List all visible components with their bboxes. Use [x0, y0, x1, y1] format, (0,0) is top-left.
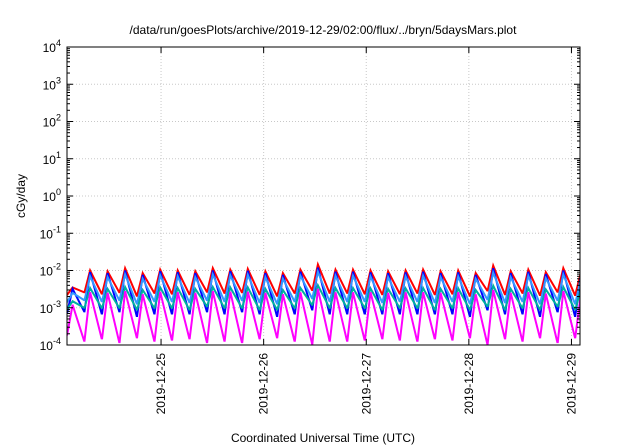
y-tick-exponent: 4 [56, 38, 61, 48]
y-tick-label: 10-3 [40, 299, 61, 316]
y-tick-base: 10 [40, 302, 54, 316]
series-line-3 [67, 268, 580, 305]
y-tick-exponent: 2 [56, 113, 61, 123]
y-tick-exponent: 0 [56, 187, 61, 197]
y-tick-exponent: 3 [56, 75, 61, 85]
series-layer [67, 261, 580, 345]
x-tick-label: 2019-12-25 [154, 353, 168, 415]
x-tick-label: 2019-12-29 [564, 353, 578, 415]
x-tick-label: 2019-12-26 [257, 353, 271, 415]
y-tick-exponent: -1 [53, 224, 61, 234]
series-line-4 [67, 282, 580, 311]
y-tick-label: 100 [43, 187, 61, 204]
y-tick-label: 102 [43, 113, 61, 130]
y-tick-exponent: -2 [53, 262, 61, 272]
series-line-2 [67, 267, 580, 317]
y-tick-base: 10 [40, 227, 54, 241]
y-tick-exponent: -3 [53, 299, 61, 309]
series-line-5 [67, 288, 580, 345]
y-tick-label: 104 [43, 38, 61, 55]
y-tick-base: 10 [43, 190, 57, 204]
y-tick-base: 10 [43, 41, 57, 55]
y-tick-base: 10 [40, 265, 54, 279]
y-tick-exponent: -4 [53, 336, 61, 346]
y-tick-base: 10 [43, 116, 57, 130]
y-tick-label: 10-4 [40, 336, 61, 353]
series-line-1 [67, 261, 580, 297]
x-tick-label: 2019-12-28 [462, 353, 476, 415]
x-ticks: 2019-12-25 2019-12-26 2019-12-27 2019-12-28… [154, 47, 578, 414]
y-tick-exponent: 1 [56, 150, 61, 160]
chart-title: /data/run/goesPlots/archive/2019-12-29/0… [130, 23, 518, 37]
x-tick-label: 2019-12-27 [359, 353, 373, 415]
y-tick-label: 101 [43, 150, 61, 167]
y-tick-label: 10-2 [40, 262, 61, 279]
y-tick-base: 10 [43, 153, 57, 167]
x-axis-label: Coordinated Universal Time (UTC) [231, 431, 415, 445]
y-axis-label: cGy/day [14, 174, 28, 218]
y-tick-base: 10 [40, 339, 54, 353]
y-tick-base: 10 [43, 78, 57, 92]
y-tick-label: 10-1 [40, 224, 61, 241]
y-tick-label: 103 [43, 75, 61, 92]
